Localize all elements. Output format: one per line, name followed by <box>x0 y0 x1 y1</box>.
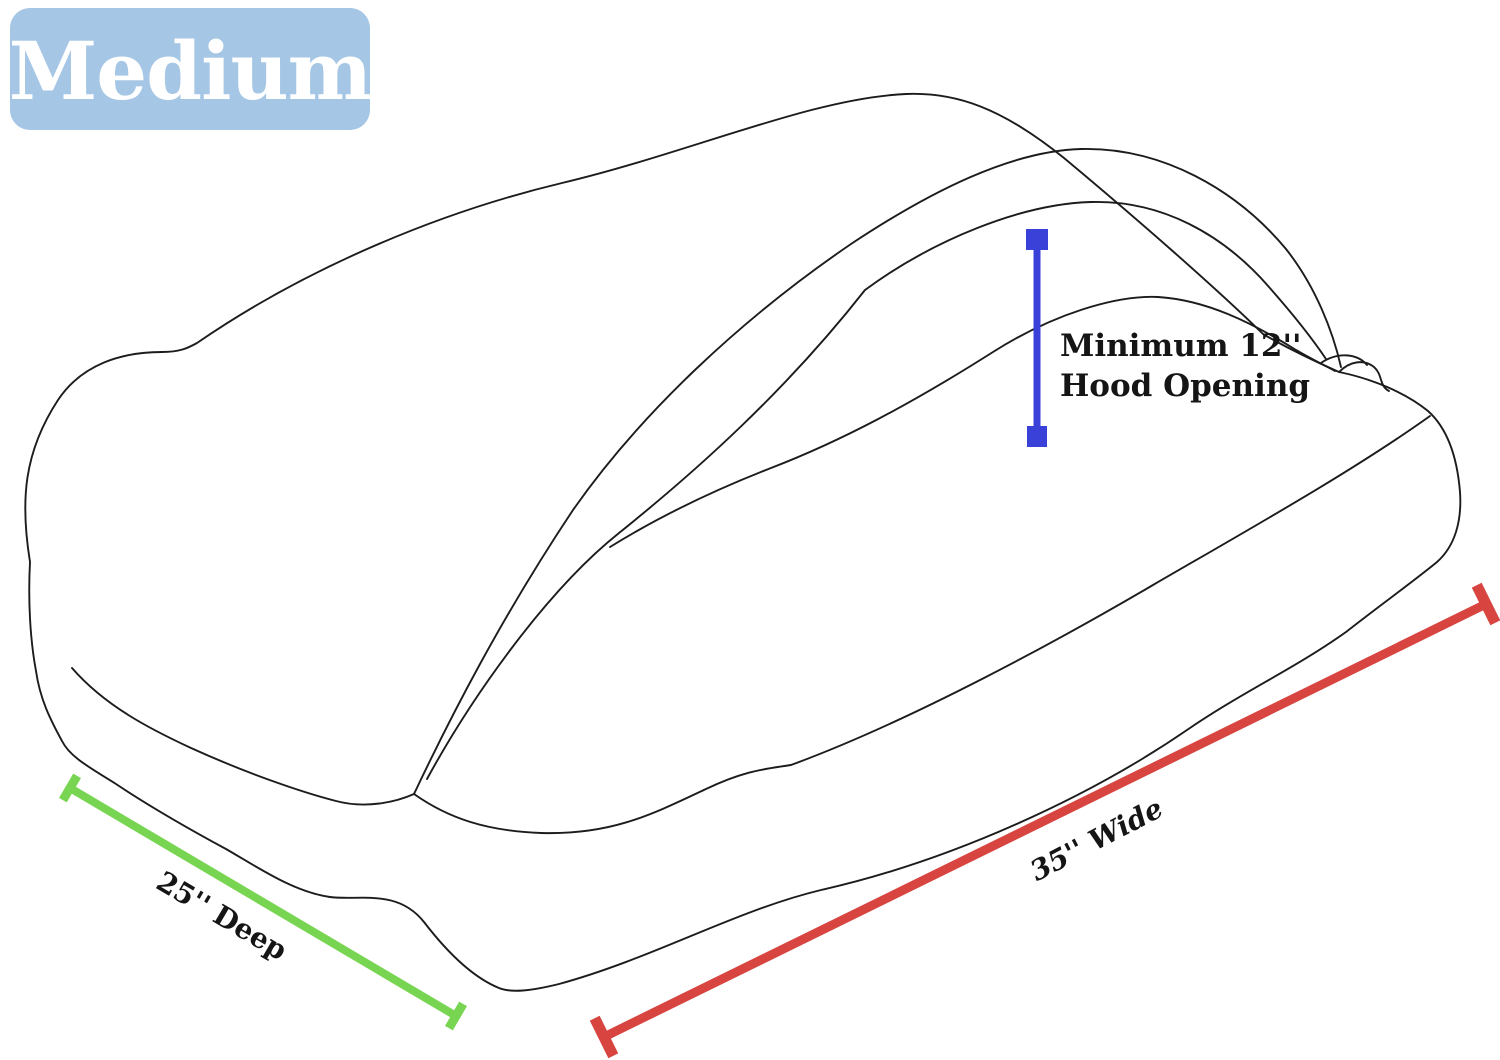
depth-dimension-tick-left <box>59 773 81 803</box>
hood-opening-dimension-cap-bottom <box>1027 426 1047 447</box>
bed-outer-silhouette <box>24 92 1462 992</box>
size-badge: Medium <box>9 8 372 130</box>
depth-dimension-line <box>67 784 459 1020</box>
hood-opening-dimension-cap-top <box>1026 229 1048 250</box>
width-dimension-line <box>602 599 1488 1042</box>
bed-rim-left-edge <box>71 667 415 806</box>
hood-opening-label-line2: Hood Opening <box>1060 368 1310 404</box>
hood-opening-label-line1: Minimum 12'' <box>1060 328 1301 364</box>
inner-cushion-ridge <box>609 295 1336 548</box>
corner-fold-detail-2 <box>1338 361 1390 392</box>
hood-opening-dimension: Minimum 12'' Hood Opening <box>1026 229 1310 447</box>
size-badge-label: Medium <box>9 24 372 118</box>
width-dimension-tick-left <box>589 1015 619 1059</box>
depth-dimension-tick-right <box>445 1001 467 1031</box>
width-dimension-tick-right <box>1471 582 1500 626</box>
width-dimension-label: 35'' Wide <box>1025 791 1169 887</box>
corner-fold-detail <box>1320 354 1368 366</box>
hood-band-inner-edge <box>426 201 1327 780</box>
hood-band-outer-edge <box>413 148 1342 795</box>
size-badge-background <box>10 8 370 130</box>
width-dimension: 35'' Wide <box>589 582 1500 1059</box>
depth-dimension: 25'' Deep <box>59 773 467 1031</box>
pet-bed-line-drawing <box>24 92 1462 992</box>
bed-rim-front-edge <box>413 415 1431 835</box>
